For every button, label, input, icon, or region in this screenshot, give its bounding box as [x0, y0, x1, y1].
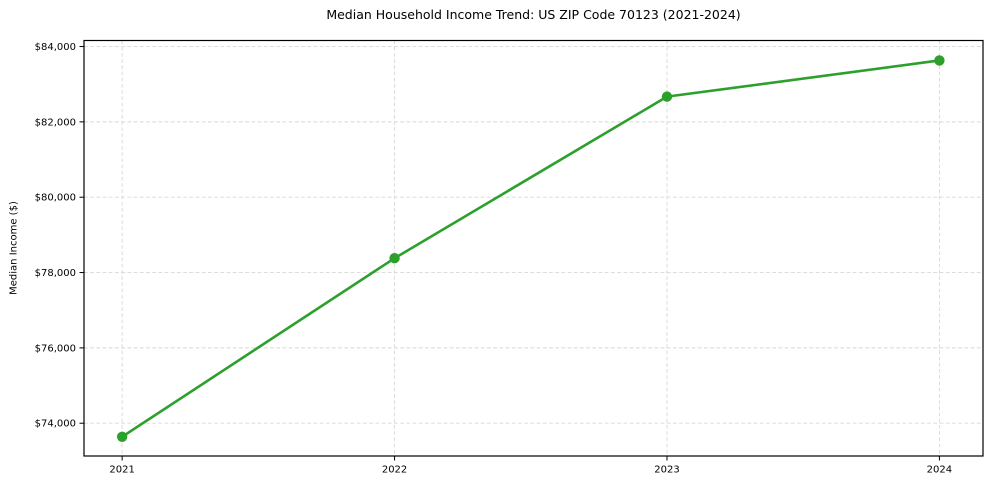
- chart-title: Median Household Income Trend: US ZIP Co…: [326, 7, 741, 22]
- data-point-2024: [934, 55, 945, 66]
- data-point-2023: [661, 91, 673, 102]
- x-tick-label: 2022: [382, 465, 407, 476]
- y-tick-label: $84,000: [35, 42, 76, 53]
- y-tick-label: $82,000: [35, 117, 76, 128]
- y-tick-label: $80,000: [35, 193, 76, 204]
- y-tick-label: $78,000: [35, 268, 76, 279]
- data-point-2021: [116, 431, 128, 442]
- x-tick-label: 2024: [927, 465, 952, 476]
- x-tick-label: 2021: [109, 465, 134, 476]
- trend-line: [120, 59, 941, 439]
- data-point-2022: [389, 253, 400, 264]
- y-tick-label: $74,000: [35, 419, 76, 430]
- y-tick-label: $76,000: [35, 343, 76, 354]
- x-tick-label: 2023: [654, 465, 679, 476]
- plot-border: [83, 39, 984, 457]
